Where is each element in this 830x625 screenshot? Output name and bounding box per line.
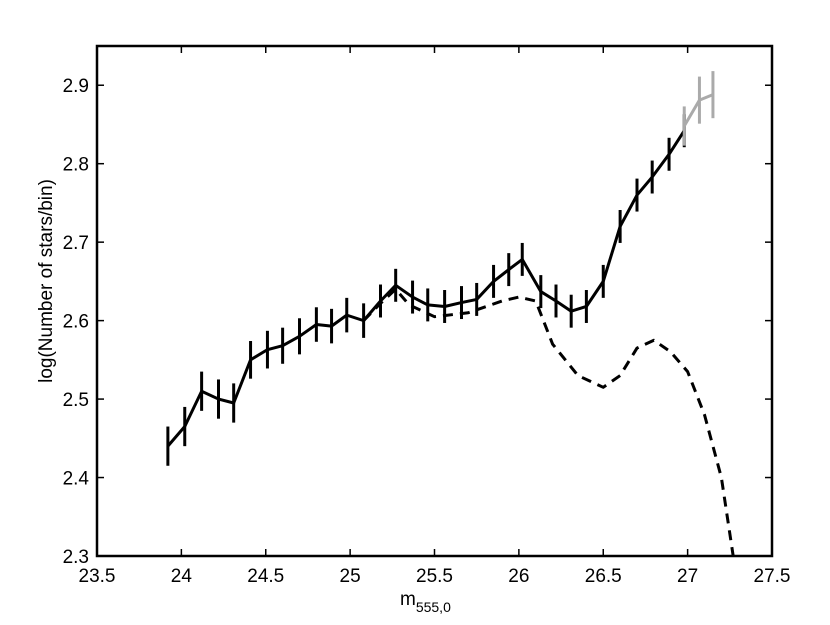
x-tick-label: 23.5: [79, 566, 116, 587]
plot-frame: [95, 44, 774, 558]
x-tick-label: 24: [171, 566, 193, 587]
x-axis-label-main: m: [400, 589, 416, 610]
y-tick-label: 2.7: [63, 233, 89, 254]
x-tick-label: 24.5: [247, 566, 284, 587]
y-tick-label: 2.5: [63, 390, 89, 411]
x-tick-label: 26.5: [585, 566, 622, 587]
y-tick-label: 2.3: [63, 547, 89, 568]
x-axis-label: m555,0: [400, 589, 451, 615]
x-tick-label: 25: [340, 566, 361, 587]
y-tick-label: 2.4: [63, 469, 90, 490]
y-tick-label: 2.9: [63, 76, 89, 97]
x-tick-label: 27: [677, 566, 698, 587]
x-axis-label-sub: 555,0: [416, 599, 451, 615]
dashed-line: [362, 287, 735, 557]
y-tick-label: 2.8: [63, 155, 89, 176]
y-tick-label: 2.6: [63, 312, 89, 333]
y-axis-label: log(Number of stars/bin): [36, 179, 57, 383]
x-tick-label: 25.5: [416, 566, 453, 587]
x-tick-label: 27.5: [754, 566, 791, 587]
x-tick-label: 26: [508, 566, 529, 587]
line: [166, 129, 686, 448]
